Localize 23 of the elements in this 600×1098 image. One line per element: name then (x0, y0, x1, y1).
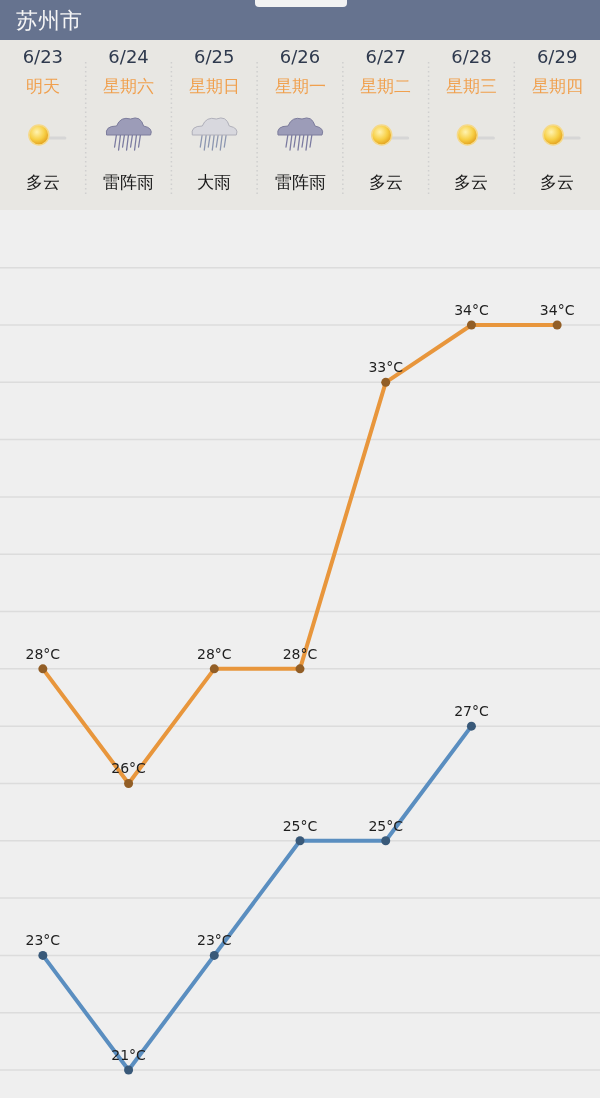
data-label: 34°C (539, 302, 575, 318)
data-label: 34°C (454, 302, 489, 318)
text: 多云 (25, 172, 60, 192)
x-tick-label: 6/28 星期三 (445, 46, 497, 96)
text: 多云 (454, 172, 489, 192)
x-tick-label: 6/29 星期四 (531, 46, 583, 96)
data-label: 25°C (282, 817, 318, 834)
data-label: 33°C (368, 359, 404, 376)
data-label: 28°C (196, 645, 232, 662)
text: 大雨 (197, 172, 232, 192)
data-label: 23°C (25, 932, 61, 949)
text: 多云 (368, 172, 403, 192)
x-tick-label: 6/25 星期日 (188, 46, 240, 96)
x-tick-label: 6/27 星期二 (360, 46, 412, 96)
x-tick-label: 6/26 星期一 (274, 46, 326, 96)
data-label: 28°C (25, 645, 61, 662)
text: 雷阵雨 (103, 172, 155, 192)
x-tick-label: 6/24 星期六 (103, 46, 155, 96)
text: 雷阵雨 (274, 172, 326, 192)
x-tick-label: 6/23 明天 (22, 46, 64, 96)
chart-title: 苏州市 (16, 8, 82, 33)
data-label: 27°C (454, 703, 489, 720)
text: 多云 (540, 172, 575, 192)
